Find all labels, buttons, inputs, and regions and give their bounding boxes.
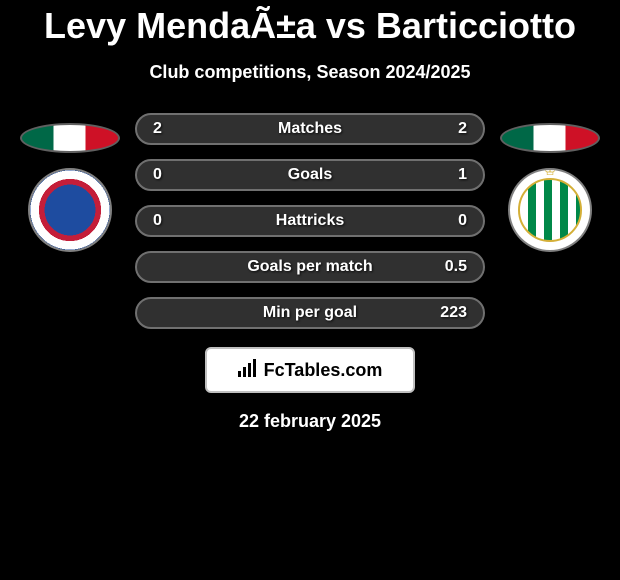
stat-left-value: 0 <box>153 212 183 230</box>
subtitle: Club competitions, Season 2024/2025 <box>0 62 620 83</box>
stat-label: Matches <box>278 120 342 138</box>
branding-text: FcTables.com <box>264 360 383 381</box>
main-container: Levy MendaÃ±a vs Barticciotto Club compe… <box>0 0 620 432</box>
stat-row-goals: 0 Goals 1 <box>135 159 485 191</box>
footer: FcTables.com 22 february 2025 <box>0 347 620 432</box>
stat-row-min-per-goal: Min per goal 223 <box>135 297 485 329</box>
stat-label: Hattricks <box>276 212 344 230</box>
stat-row-hattricks: 0 Hattricks 0 <box>135 205 485 237</box>
main-content: 2 Matches 2 0 Goals 1 0 Hattricks 0 Goal… <box>0 113 620 329</box>
date-text: 22 february 2025 <box>239 411 381 432</box>
stat-right-value: 0.5 <box>437 258 467 276</box>
left-team-column <box>10 113 130 252</box>
right-club-badge: ♔ <box>508 168 592 252</box>
chart-icon <box>238 359 258 382</box>
stat-right-value: 223 <box>437 304 467 322</box>
stat-row-goals-per-match: Goals per match 0.5 <box>135 251 485 283</box>
stat-label: Goals per match <box>247 258 372 276</box>
left-country-flag <box>20 123 120 153</box>
stat-label: Min per goal <box>263 304 357 322</box>
stat-left-value: 2 <box>153 120 183 138</box>
santos-stripes <box>518 178 582 242</box>
right-country-flag <box>500 123 600 153</box>
left-club-badge <box>28 168 112 252</box>
stat-label: Goals <box>288 166 332 184</box>
right-team-column: ♔ <box>490 113 610 252</box>
stat-right-value: 0 <box>437 212 467 230</box>
page-title: Levy MendaÃ±a vs Barticciotto <box>0 5 620 47</box>
stat-right-value: 2 <box>437 120 467 138</box>
stat-left-value: 0 <box>153 166 183 184</box>
stat-row-matches: 2 Matches 2 <box>135 113 485 145</box>
branding-box: FcTables.com <box>205 347 415 393</box>
stat-right-value: 1 <box>437 166 467 184</box>
stats-column: 2 Matches 2 0 Goals 1 0 Hattricks 0 Goal… <box>135 113 485 329</box>
